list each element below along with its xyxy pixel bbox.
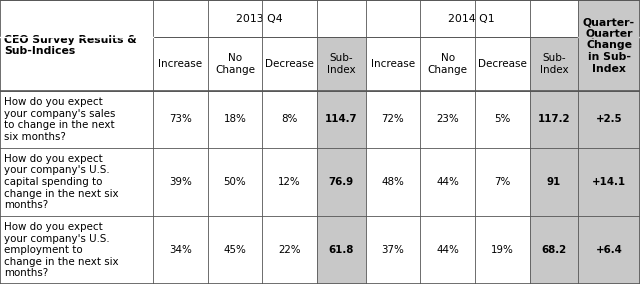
Bar — [317, 216, 365, 284]
Bar — [421, 148, 475, 216]
Text: 2014 Q1: 2014 Q1 — [449, 14, 495, 24]
Text: How do you expect
your company's sales
to change in the next
six months?: How do you expect your company's sales t… — [4, 97, 115, 142]
Bar — [578, 91, 640, 148]
Bar — [578, 0, 640, 91]
Bar — [263, 216, 317, 284]
Bar — [317, 148, 365, 216]
Text: Sub-
Index: Sub- Index — [327, 53, 356, 75]
Text: 91: 91 — [547, 177, 561, 187]
Bar — [421, 91, 475, 148]
Text: No
Change: No Change — [215, 53, 255, 75]
Text: 73%: 73% — [169, 114, 192, 124]
Bar — [530, 91, 578, 148]
Text: +6.4: +6.4 — [596, 245, 623, 255]
Bar — [475, 148, 530, 216]
Text: 7%: 7% — [494, 177, 510, 187]
Text: Sub-
Index: Sub- Index — [540, 53, 568, 75]
Text: 22%: 22% — [279, 245, 301, 255]
Bar — [263, 91, 317, 148]
Text: 50%: 50% — [223, 177, 247, 187]
Text: 117.2: 117.2 — [538, 114, 570, 124]
Text: 23%: 23% — [437, 114, 459, 124]
Text: Increase: Increase — [371, 59, 415, 69]
Bar — [0, 0, 153, 91]
Text: No
Change: No Change — [428, 53, 467, 75]
Text: 39%: 39% — [169, 177, 192, 187]
Text: Decrease: Decrease — [265, 59, 314, 69]
Bar — [365, 91, 421, 148]
Bar — [153, 37, 207, 91]
Bar — [153, 216, 207, 284]
Bar — [207, 216, 263, 284]
Bar — [0, 216, 153, 284]
Bar — [365, 216, 421, 284]
Text: 44%: 44% — [436, 245, 459, 255]
Text: +2.5: +2.5 — [596, 114, 622, 124]
Text: 2013 Q4: 2013 Q4 — [236, 14, 282, 24]
Bar — [578, 148, 640, 216]
Bar — [475, 91, 530, 148]
Bar — [153, 91, 207, 148]
Bar — [530, 216, 578, 284]
Text: 34%: 34% — [169, 245, 192, 255]
Bar — [263, 148, 317, 216]
Bar — [530, 37, 578, 91]
Bar — [263, 37, 317, 91]
Text: How do you expect
your company's U.S.
employment to
change in the next six
month: How do you expect your company's U.S. em… — [4, 222, 119, 278]
Text: 114.7: 114.7 — [325, 114, 358, 124]
Text: 61.8: 61.8 — [329, 245, 354, 255]
Bar — [153, 0, 365, 37]
Text: 8%: 8% — [282, 114, 298, 124]
Bar — [365, 0, 578, 37]
Text: 44%: 44% — [436, 177, 459, 187]
Bar — [578, 216, 640, 284]
Bar — [317, 37, 365, 91]
Text: 45%: 45% — [223, 245, 247, 255]
Bar — [153, 148, 207, 216]
Bar — [317, 91, 365, 148]
Bar — [365, 148, 421, 216]
Text: Decrease: Decrease — [478, 59, 527, 69]
Text: 37%: 37% — [381, 245, 404, 255]
Bar — [0, 91, 153, 148]
Text: 18%: 18% — [223, 114, 247, 124]
Text: Quarter-
Quarter
Change
in Sub-
Index: Quarter- Quarter Change in Sub- Index — [583, 17, 635, 74]
Text: 76.9: 76.9 — [329, 177, 354, 187]
Bar — [421, 37, 475, 91]
Bar — [530, 148, 578, 216]
Text: 68.2: 68.2 — [541, 245, 566, 255]
Text: +14.1: +14.1 — [592, 177, 626, 187]
Text: 19%: 19% — [491, 245, 514, 255]
Bar — [365, 37, 421, 91]
Text: How do you expect
your company's U.S.
capital spending to
change in the next six: How do you expect your company's U.S. ca… — [4, 154, 119, 210]
Bar — [0, 148, 153, 216]
Text: 48%: 48% — [381, 177, 404, 187]
Bar — [475, 216, 530, 284]
Bar — [207, 37, 263, 91]
Text: Increase: Increase — [158, 59, 202, 69]
Text: 72%: 72% — [381, 114, 404, 124]
Bar — [421, 216, 475, 284]
Text: CEO Survey Results &
Sub-Indices: CEO Survey Results & Sub-Indices — [4, 35, 137, 56]
Text: 5%: 5% — [494, 114, 510, 124]
Bar — [207, 148, 263, 216]
Bar — [207, 91, 263, 148]
Bar — [475, 37, 530, 91]
Text: 12%: 12% — [279, 177, 301, 187]
